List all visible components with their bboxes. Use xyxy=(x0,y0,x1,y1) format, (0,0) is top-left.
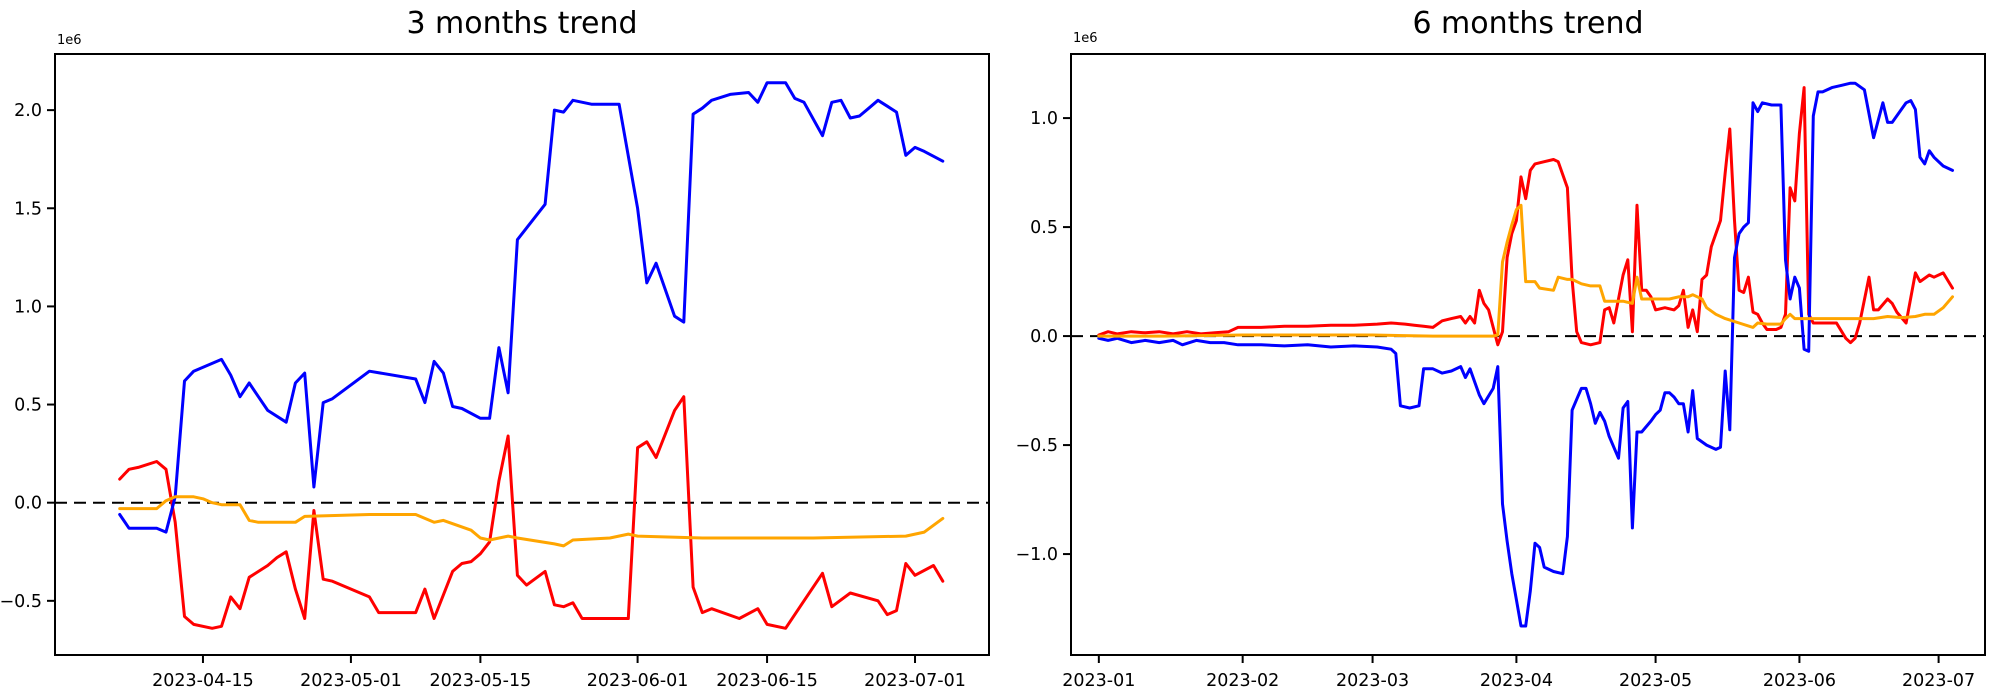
chart-0: 2.0 1.5 1.0 0.5 0.0 −0.5 2023-04-15 2023-05-01 2… xyxy=(0,53,990,691)
chart-title-6-months-trend: 6 months trend xyxy=(1412,6,1644,41)
x-tick-label: 2023-06 xyxy=(1763,671,1836,691)
y-axis-scale-offset-label-left: 1e6 xyxy=(57,33,82,48)
series-line-red xyxy=(1097,86,1954,347)
series-line-red xyxy=(118,395,945,630)
y-tick-label: 0.5 xyxy=(1030,218,1058,238)
chart-title-3-months-trend: 3 months trend xyxy=(406,6,638,41)
y-tick-label: 2.0 xyxy=(14,101,42,121)
x-tick-label: 2023-05-01 xyxy=(300,671,402,691)
axes-border xyxy=(1070,53,1986,656)
y-tick-label: −1.0 xyxy=(1016,545,1059,565)
y-tick-label: 1.5 xyxy=(14,199,42,219)
y-tick-label: −0.5 xyxy=(0,592,42,612)
chart-1: 1.0 0.5 0.0 −0.5 −1.0 2023-01 2023-02 2023-03 20… xyxy=(1016,53,1986,691)
y-tick-label: 1.0 xyxy=(1030,109,1058,129)
series-line-orange xyxy=(118,495,945,548)
y-tick-label: 0.0 xyxy=(1030,327,1058,347)
series-line-blue xyxy=(1097,81,1954,628)
x-tick-label: 2023-02 xyxy=(1206,671,1279,691)
y-tick-label: 0.0 xyxy=(14,494,42,514)
y-axis-scale-offset-label-right: 1e6 xyxy=(1073,31,1098,46)
x-tick-label: 2023-06-01 xyxy=(587,671,689,691)
y-tick-label: 1.0 xyxy=(14,297,42,317)
x-tick-label: 2023-03 xyxy=(1336,671,1409,691)
series-line-orange xyxy=(1097,203,1954,338)
series-line-blue xyxy=(118,81,945,534)
x-tick-label: 2023-06-15 xyxy=(716,671,818,691)
x-tick-label: 2023-05 xyxy=(1619,671,1692,691)
x-tick-label: 2023-07-01 xyxy=(864,671,966,691)
x-tick-label: 2023-01 xyxy=(1062,671,1135,691)
x-tick-label: 2023-04 xyxy=(1480,671,1553,691)
x-tick-label: 2023-05-15 xyxy=(430,671,532,691)
y-tick-label: −0.5 xyxy=(1016,436,1059,456)
x-tick-label: 2023-04-15 xyxy=(152,671,254,691)
axes-border xyxy=(54,53,990,656)
y-tick-label: 0.5 xyxy=(14,396,42,416)
x-tick-label: 2023-07 xyxy=(1902,671,1975,691)
